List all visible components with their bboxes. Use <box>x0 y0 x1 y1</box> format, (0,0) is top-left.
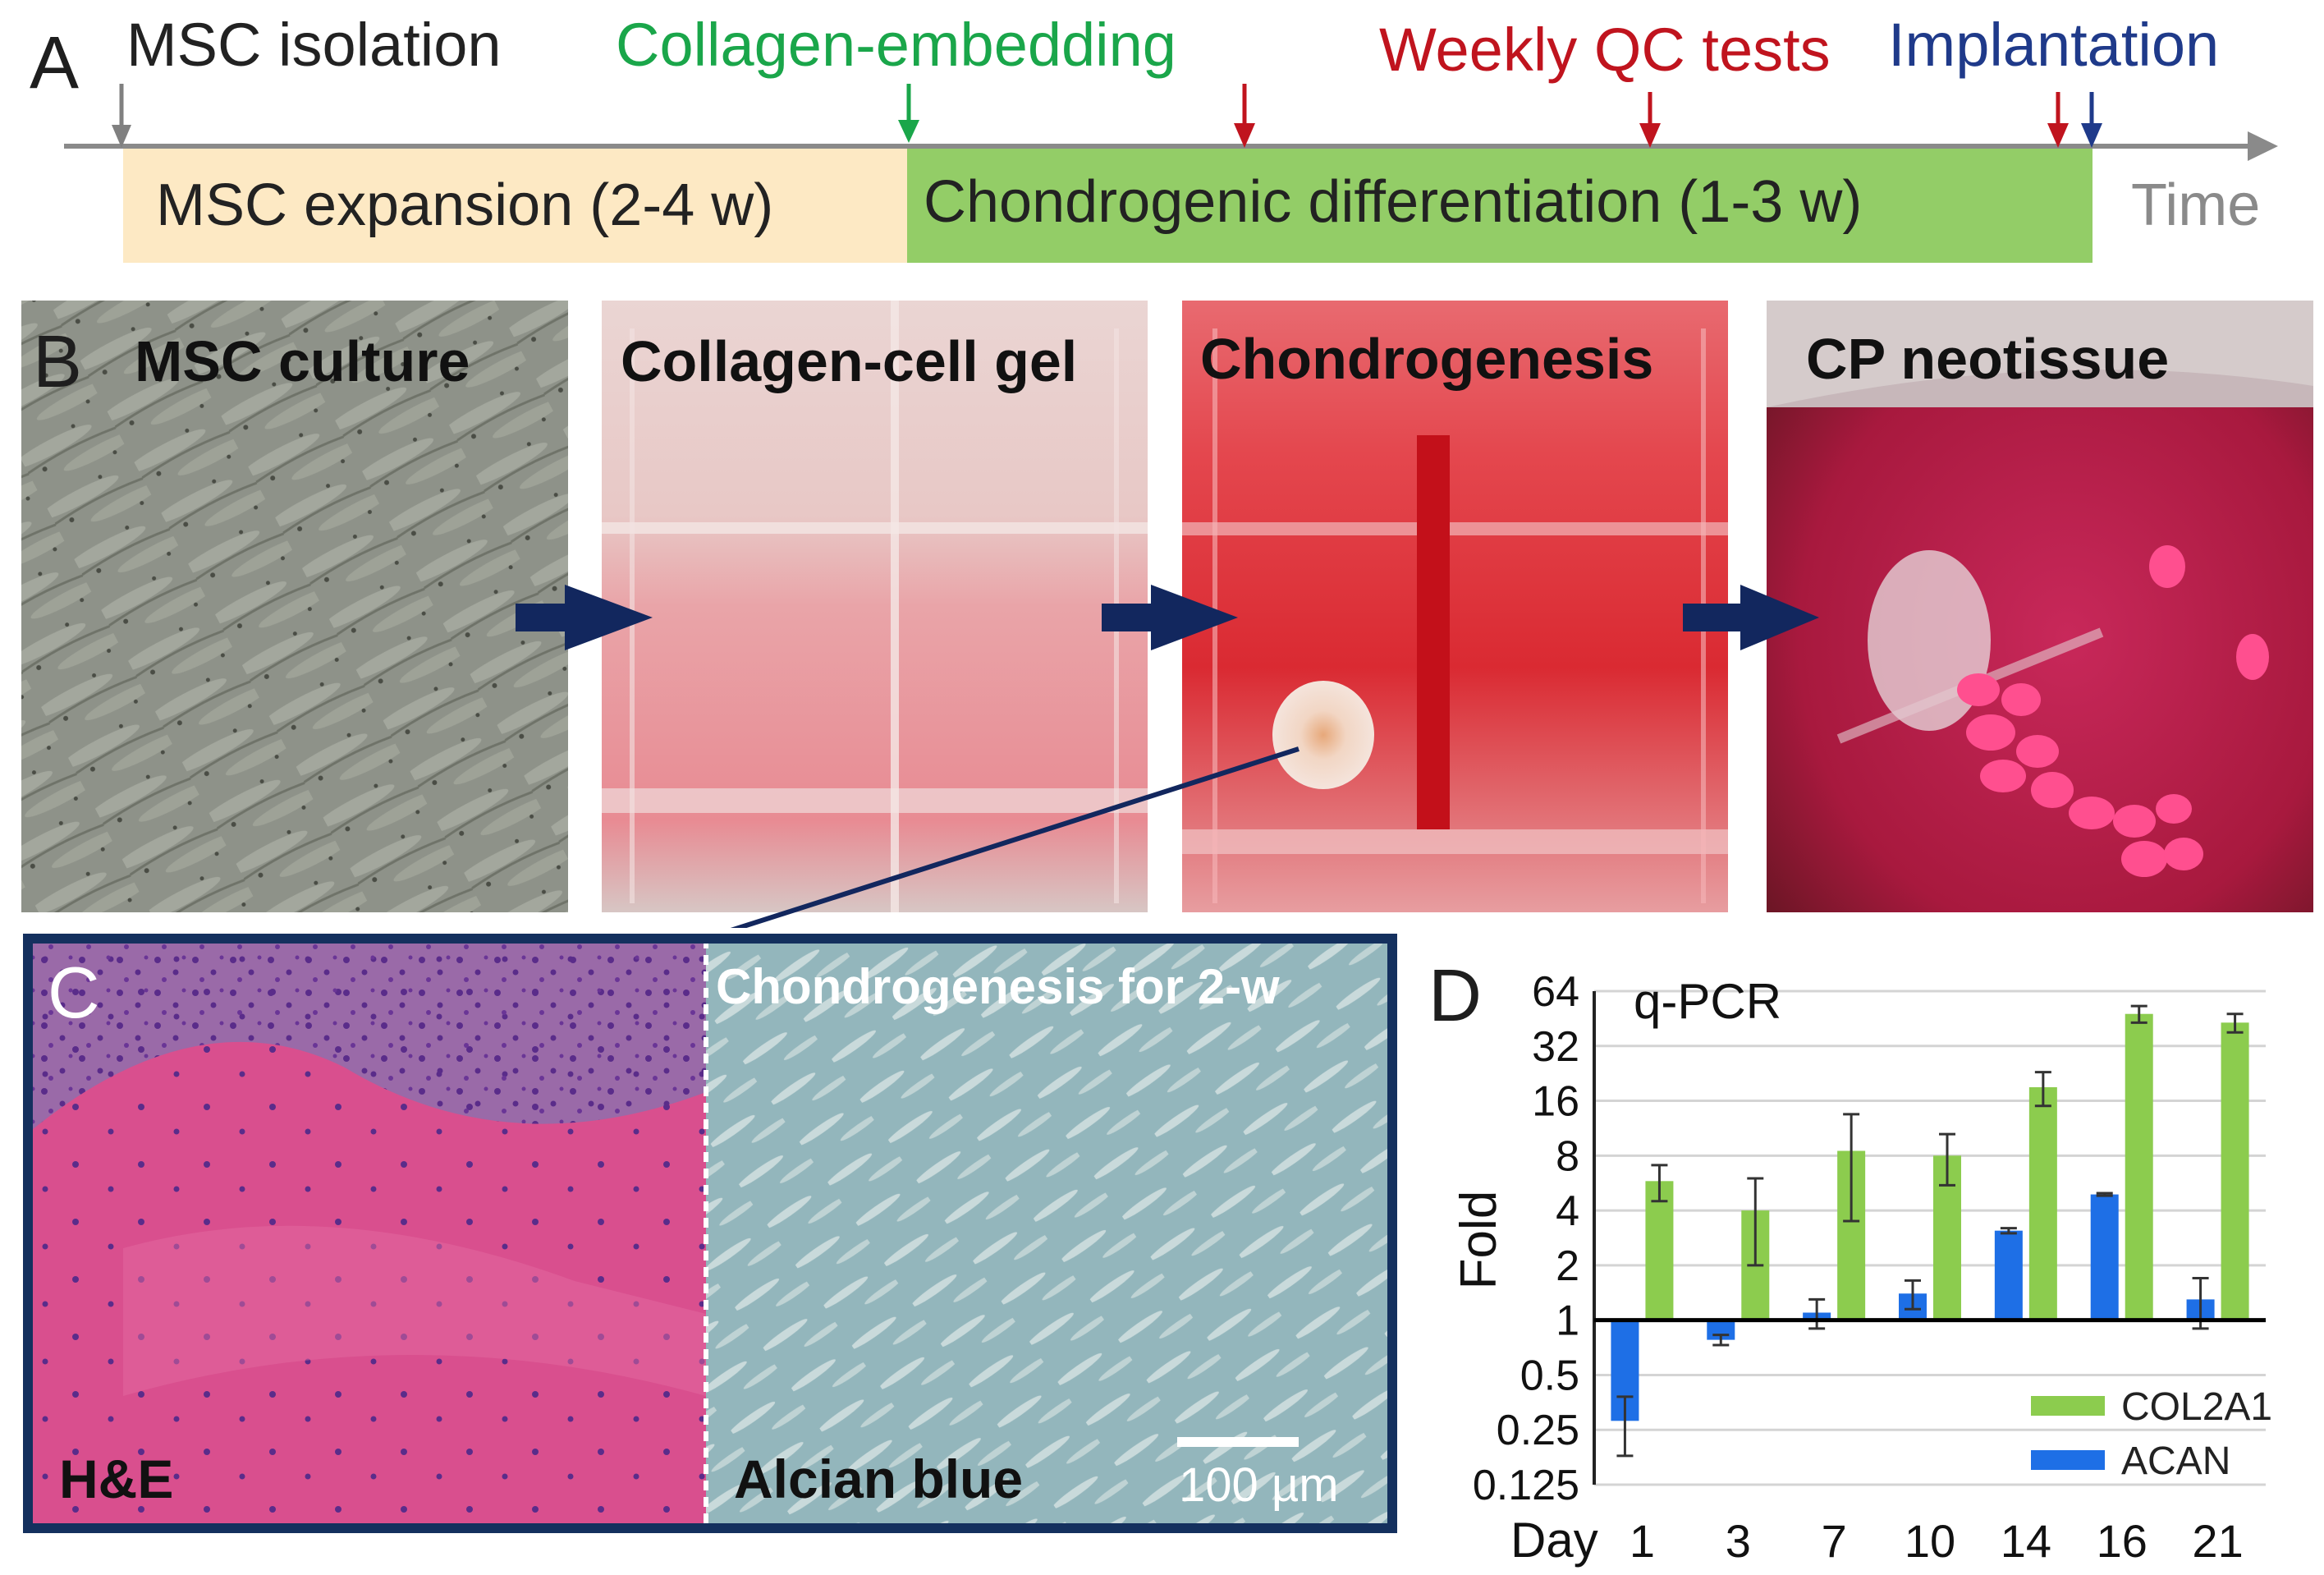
chart-title: q-PCR <box>1634 974 1781 1029</box>
qc-arrow-week-3 <box>2047 92 2069 148</box>
x-tick-label: 14 <box>2001 1515 2051 1567</box>
x-tick-label: 16 <box>2097 1515 2148 1567</box>
chart-gridlines <box>1594 990 2266 1486</box>
panel-c-histology <box>23 934 1397 1533</box>
chondrogenesis-title: Chondrogenesis <box>1200 327 1654 391</box>
expansion-phase-label: MSC expansion (2-4 w) <box>156 172 774 238</box>
collagen-embedding-label: Collagen-embedding <box>616 11 1176 79</box>
panel-d-letter: D <box>1428 955 1482 1037</box>
chart-bars <box>1611 1013 2249 1421</box>
y-tick-label: 64 <box>1532 968 1579 1016</box>
legend-label-col2a1: COL2A1 <box>2121 1385 2272 1429</box>
x-tick-label: 3 <box>1726 1515 1751 1567</box>
embedding-arrow <box>898 84 919 143</box>
msc-isolation-label: MSC isolation <box>126 11 502 79</box>
x-tick-label: 1 <box>1630 1515 1655 1567</box>
scale-bar <box>1177 1437 1299 1447</box>
qc-arrow-week-2 <box>1639 92 1661 148</box>
he-stain-label: H&E <box>59 1449 174 1509</box>
bar-col2a1-day-14 <box>2028 1086 2057 1320</box>
y-tick-label: 32 <box>1532 1023 1579 1071</box>
panel-b-photos <box>21 301 2313 928</box>
x-tick-label: 21 <box>2192 1515 2243 1567</box>
cartilage-pellet <box>1272 681 1374 789</box>
x-axis-label: Day <box>1510 1513 1598 1568</box>
implantation-label: Implantation <box>1888 11 2220 79</box>
timeline-graphic <box>64 84 2278 161</box>
chart-error-bars <box>1616 1004 2244 1458</box>
neotissue-pieces <box>1957 545 2269 877</box>
expansion-phase-bar <box>123 146 907 263</box>
y-tick-label: 0.25 <box>1497 1407 1579 1454</box>
alcian-blue-label: Alcian blue <box>734 1449 1024 1509</box>
y-tick-label: 0.5 <box>1520 1352 1579 1399</box>
collagen-gel-photo <box>602 301 1148 912</box>
y-tick-label: 2 <box>1556 1242 1579 1290</box>
timeline-arrowhead <box>2248 131 2278 161</box>
chart-axes <box>1593 991 2266 1485</box>
x-tick-label: 10 <box>1905 1515 1955 1567</box>
panel-b-letter: B <box>33 321 83 403</box>
scale-bar-label: 100 µm <box>1179 1458 1339 1512</box>
bar-acan-day-14 <box>1994 1230 2023 1320</box>
qc-arrow-week-1 <box>1234 84 1255 148</box>
panel-a-letter: A <box>30 22 80 104</box>
y-tick-label: 0.125 <box>1473 1462 1579 1509</box>
cp-neotissue-title: CP neotissue <box>1806 327 2170 391</box>
panel-c-subtitle: Chondrogenesis for 2-w <box>716 959 1280 1014</box>
pellet-callout-line <box>730 746 1300 928</box>
flow-arrow-1 <box>516 585 653 650</box>
flow-arrow-2 <box>1102 585 1238 650</box>
legend-swatch-col2a1 <box>2031 1396 2105 1416</box>
bar-col2a1-day-16 <box>2125 1013 2153 1320</box>
panel-c-letter: C <box>48 952 100 1033</box>
y-axis-label: Fold <box>1451 1191 1507 1290</box>
chart-legend: COL2A1 ACAN <box>2031 1385 2272 1483</box>
msc-culture-photo <box>21 301 568 912</box>
cp-neotissue-photo <box>1767 301 2313 912</box>
isolation-arrow <box>112 84 131 148</box>
implantation-arrow <box>2081 92 2102 148</box>
time-axis-label: Time <box>2131 172 2261 238</box>
y-tick-label: 8 <box>1556 1132 1579 1180</box>
panel-c-frame <box>23 934 1397 1533</box>
chondrogenesis-photo <box>1182 301 1728 912</box>
y-tick-label: 16 <box>1532 1078 1579 1126</box>
differentiation-phase-label: Chondrogenic differentiation (1-3 w) <box>924 169 1863 235</box>
y-tick-label: 4 <box>1556 1187 1579 1235</box>
collagen-gel-title: Collagen-cell gel <box>621 329 1078 393</box>
legend-swatch-acan <box>2031 1450 2105 1470</box>
bar-acan-day-16 <box>2090 1194 2119 1320</box>
bar-col2a1-day-1 <box>1645 1181 1674 1320</box>
legend-label-acan: ACAN <box>2121 1440 2230 1483</box>
x-tick-label: 7 <box>1822 1515 1847 1567</box>
flow-arrow-3 <box>1683 585 1819 650</box>
weekly-qc-tests-label: Weekly QC tests <box>1379 16 1831 84</box>
bar-col2a1-day-21 <box>2221 1022 2249 1320</box>
msc-culture-title: MSC culture <box>135 329 470 393</box>
y-tick-label: 1 <box>1556 1297 1579 1345</box>
differentiation-phase-bar <box>907 146 2093 263</box>
